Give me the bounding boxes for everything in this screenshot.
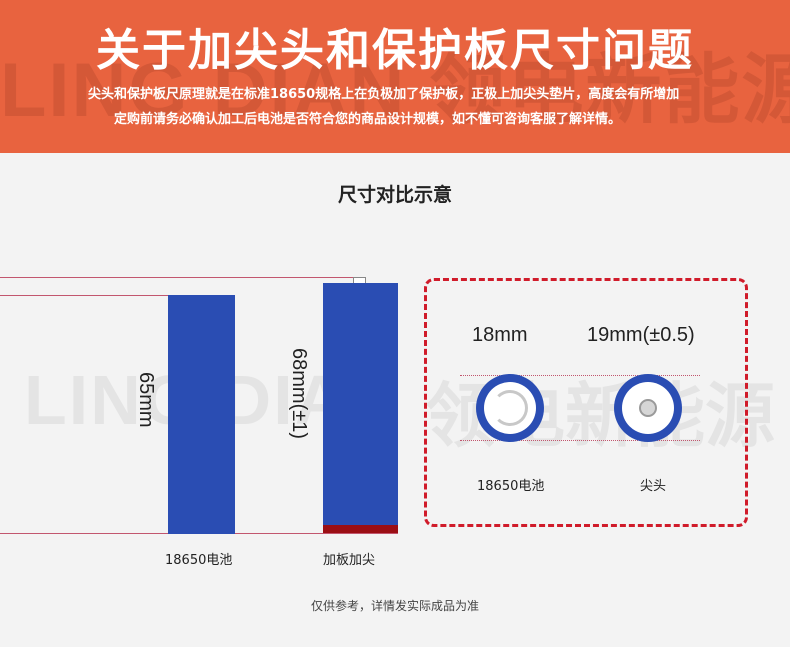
top-view-standard-caption: 18650电池 — [477, 479, 545, 494]
cell-standard-top-icon — [476, 374, 544, 442]
guide-line-top-68 — [0, 277, 355, 278]
banner-description: 尖头和保护板尺原理就是在标准18650规格上在负极加了保护板，正极上加尖头垫片，… — [88, 82, 708, 132]
cell-modified-height-label: 68mm(±1) — [288, 348, 310, 439]
diameter-guide-top — [460, 375, 700, 376]
cell-tip-top-icon — [614, 374, 682, 442]
banner-title: 关于加尖头和保护板尺寸问题 — [96, 25, 694, 76]
cell-tip-diameter-label: 19mm(±0.5) — [587, 324, 695, 346]
protection-board — [323, 525, 398, 533]
diameter-guide-bottom — [460, 440, 700, 441]
footnote: 仅供参考，详情发实际成品为准 — [310, 599, 479, 613]
banner-watermark: LING DIAN 领电新能源 — [0, 48, 790, 133]
cell-standard-height-label: 65mm — [135, 372, 157, 428]
cell-standard-caption: 18650电池 — [165, 553, 233, 568]
cell-standard-side — [168, 295, 235, 534]
top-view-tip-caption: 尖头 — [640, 479, 667, 494]
banner-desc-line-2: 定购前请务必确认加工后电池是否符合您的商品设计规模，如不懂可咨询客服了解详情。 — [114, 112, 622, 127]
header-banner: LING DIAN 领电新能源 关于加尖头和保护板尺寸问题 尖头和保护板尺原理就… — [0, 0, 790, 153]
cell-standard-diameter-label: 18mm — [472, 324, 528, 346]
cell-modified-caption: 加板加尖 — [323, 553, 376, 568]
banner-desc-line-1: 尖头和保护板尺原理就是在标准18650规格上在负极加了保护板，正极上加尖头垫片，… — [88, 87, 680, 102]
top-view-panel — [424, 278, 748, 527]
section-title: 尺寸对比示意 — [337, 184, 452, 206]
cell-modified-side — [323, 283, 398, 526]
guide-line-top-65 — [0, 295, 168, 296]
